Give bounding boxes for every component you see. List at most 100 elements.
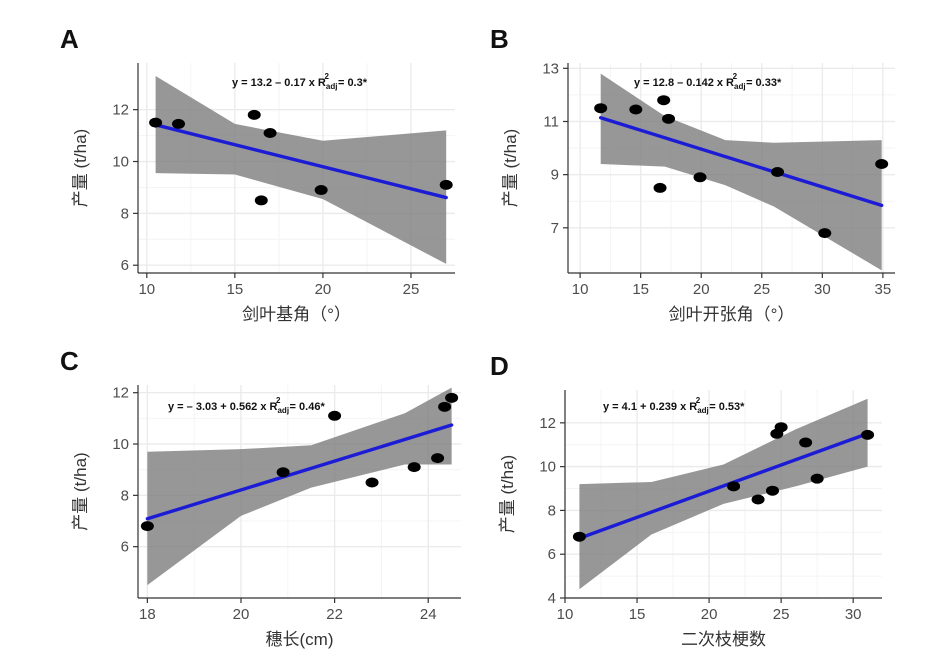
regression-line (577, 431, 870, 540)
y-tick-label: 6 (548, 546, 556, 563)
confidence-band (155, 75, 447, 264)
confidence-band (579, 398, 868, 590)
data-point (751, 494, 765, 505)
y-tick-label: 10 (539, 459, 556, 476)
panel-label: A (60, 24, 79, 54)
equation-superscript: 2 (276, 396, 281, 405)
equation-lead: y = 13.2 – 0.17 x R (232, 77, 326, 89)
panel-label: D (490, 351, 509, 381)
y-tick-label: 4 (548, 590, 556, 607)
y-tick-label: 10 (112, 154, 129, 171)
equation-superscript: 2 (733, 72, 738, 81)
x-tick-label: 35 (875, 281, 892, 298)
x-tick-label: 20 (233, 606, 250, 623)
equation-lead: y = 12.8 – 0.142 x R (634, 77, 734, 89)
x-axis-title: 二次枝梗数 (681, 630, 766, 649)
panel-label: C (60, 346, 79, 376)
panel-label: B (490, 24, 509, 54)
data-point (693, 172, 707, 183)
y-tick-label: 6 (121, 539, 129, 556)
y-tick-label: 12 (112, 102, 129, 119)
equation-superscript: 2 (324, 72, 329, 81)
x-axis-title: 剑叶基角（°） (242, 305, 351, 324)
data-point (149, 117, 163, 128)
y-axis-title: 产量 (t/ha) (501, 129, 520, 207)
x-tick-label: 15 (227, 281, 244, 298)
chart-panel-c: 18 20 22 24 6 8 10 12 穗长(cm) 产量 (t/ha) Cy = – 3.03… (60, 346, 461, 649)
data-point (263, 128, 277, 138)
equation-subscript: adj (697, 406, 709, 415)
data-point (765, 485, 779, 496)
data-point (861, 429, 875, 440)
data-point (445, 392, 459, 403)
data-point (314, 185, 328, 196)
x-tick-label: 25 (403, 281, 420, 298)
equation-tail: = 0.46* (287, 401, 326, 413)
x-tick-label: 10 (572, 281, 589, 298)
data-point (572, 531, 586, 542)
y-tick-label: 12 (539, 415, 556, 432)
regression-line (145, 423, 454, 521)
data-point (594, 103, 608, 114)
x-tick-label: 18 (139, 606, 156, 623)
x-axis-title: 剑叶开张角（°） (669, 305, 795, 324)
x-tick-label: 25 (753, 281, 770, 298)
data-point (254, 195, 268, 206)
data-point (818, 228, 832, 239)
x-tick-label: 22 (326, 606, 343, 623)
y-tick-label: 13 (542, 60, 559, 77)
regression-line (153, 123, 448, 200)
data-point (407, 462, 421, 473)
regression-equation: y = 13.2 – 0.17 x Radj2 = 0.3* (232, 72, 368, 91)
data-point (653, 182, 667, 193)
data-point (774, 422, 788, 433)
data-point (439, 179, 453, 190)
equation-lead: y = – 3.03 + 0.562 x R (168, 401, 278, 413)
data-point (328, 410, 342, 421)
equation-tail: = 0.53* (706, 401, 745, 413)
equation-tail: = 0.3* (335, 77, 368, 89)
data-point (810, 473, 824, 484)
equation-lead: y = 4.1 + 0.239 x R (603, 401, 697, 413)
y-axis-title: 产量 (t/ha) (498, 455, 517, 533)
data-point (438, 401, 452, 412)
data-point (140, 521, 154, 532)
equation-subscript: adj (326, 82, 338, 91)
regression-equation: y = – 3.03 + 0.562 x Radj2 = 0.46* (168, 396, 325, 415)
x-tick-label: 24 (420, 606, 437, 623)
regression-line (599, 116, 884, 208)
data-point (875, 159, 889, 170)
chart-panel-b: 10 15 20 25 30 35 7 9 11 13 剑叶开张角（°） 产量 (t/ha) By = … (490, 24, 895, 324)
data-point (657, 95, 671, 106)
data-point (365, 477, 379, 488)
y-axis-title: 产量 (t/ha) (71, 129, 90, 207)
x-tick-label: 10 (557, 606, 574, 623)
x-tick-label: 20 (315, 281, 332, 298)
equation-subscript: adj (734, 82, 746, 91)
equation-subscript: adj (277, 406, 289, 415)
regression-equation: y = 12.8 – 0.142 x Radj2 = 0.33* (634, 72, 782, 91)
x-tick-label: 20 (693, 281, 710, 298)
data-point (172, 118, 186, 129)
y-tick-label: 12 (112, 385, 129, 402)
y-tick-label: 7 (551, 220, 559, 237)
x-tick-label: 25 (773, 606, 790, 623)
data-point (276, 467, 290, 478)
data-point (799, 437, 813, 448)
x-tick-label: 30 (845, 606, 862, 623)
y-tick-label: 11 (543, 113, 559, 130)
data-point (431, 453, 445, 464)
x-tick-label: 30 (814, 281, 831, 298)
data-point (629, 104, 643, 115)
data-point (771, 166, 785, 177)
x-tick-label: 20 (701, 606, 718, 623)
y-tick-label: 8 (548, 502, 556, 519)
equation-superscript: 2 (696, 396, 701, 405)
data-point (727, 481, 741, 492)
data-point (247, 109, 261, 120)
x-tick-label: 10 (138, 281, 155, 298)
chart-panel-a: 10 15 20 25 6 8 10 12 剑叶基角（°） 产量 (t/ha) Ay = 13.2 … (60, 24, 455, 324)
x-axis-title: 穗长(cm) (266, 630, 334, 649)
confidence-band (147, 387, 452, 586)
